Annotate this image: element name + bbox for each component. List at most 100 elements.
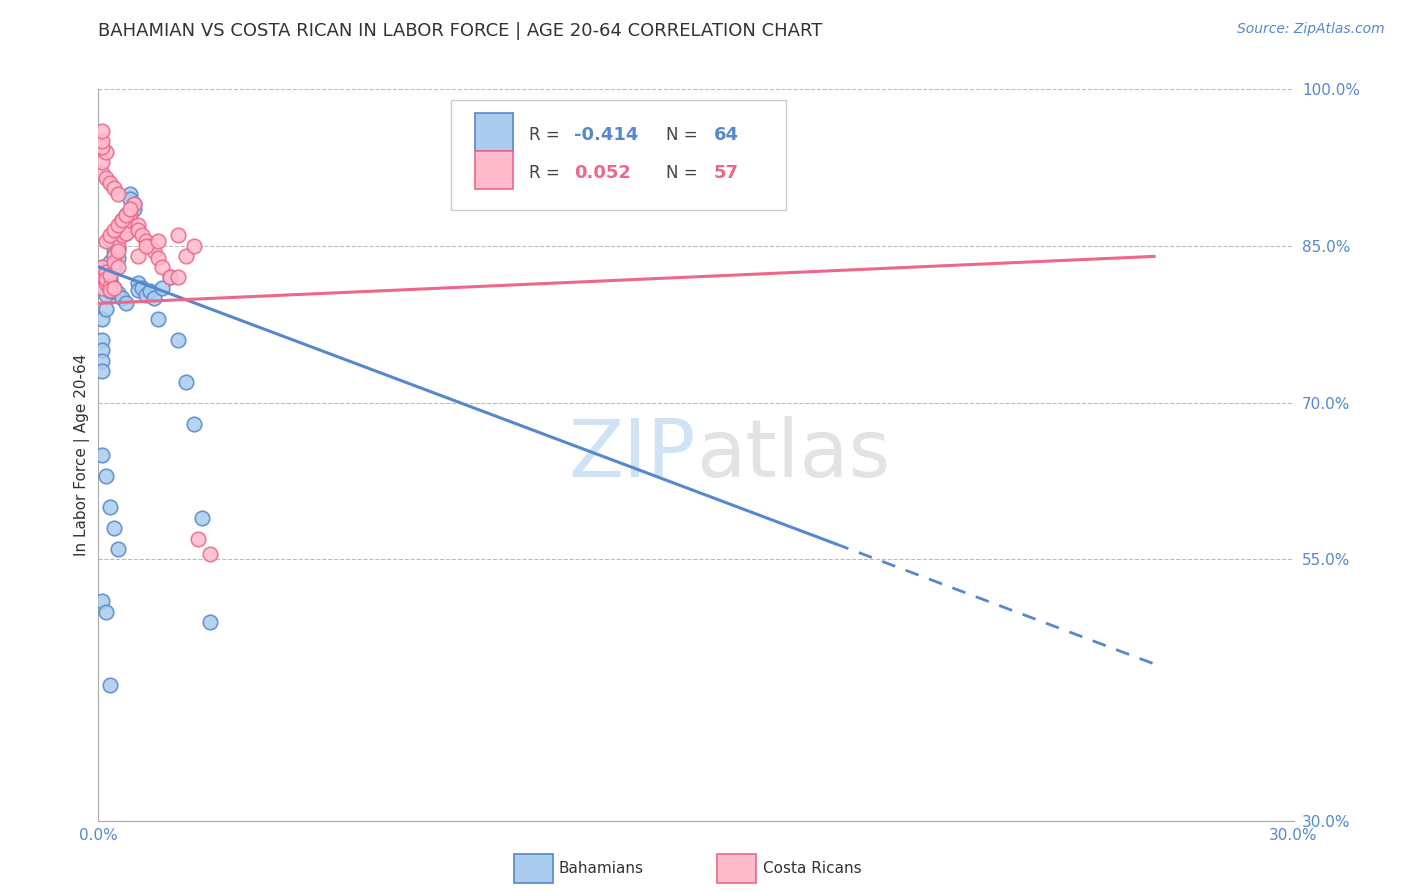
Point — [100, 500, 122, 515]
Point — [96, 145, 118, 159]
Point — [111, 218, 134, 232]
Point — [96, 272, 118, 286]
Point — [183, 417, 205, 431]
Point — [115, 227, 138, 241]
Point — [198, 615, 221, 629]
Point — [96, 276, 118, 290]
Point — [111, 291, 134, 305]
Point — [96, 265, 118, 279]
Point — [91, 364, 114, 378]
Point — [107, 230, 129, 244]
Point — [107, 541, 129, 556]
Point — [91, 135, 114, 149]
FancyBboxPatch shape — [717, 854, 756, 883]
Point — [103, 281, 125, 295]
Point — [139, 284, 162, 298]
Point — [139, 239, 162, 253]
Point — [96, 301, 118, 316]
Point — [91, 354, 114, 368]
Point — [115, 208, 138, 222]
Point — [96, 468, 118, 483]
Point — [91, 166, 114, 180]
Point — [103, 244, 125, 259]
Point — [100, 254, 122, 268]
Point — [148, 252, 170, 266]
Point — [148, 312, 170, 326]
Point — [100, 275, 122, 289]
Point — [91, 155, 114, 169]
Point — [115, 220, 138, 235]
Point — [135, 234, 157, 248]
FancyBboxPatch shape — [451, 100, 786, 210]
Point — [191, 510, 214, 524]
Text: 57: 57 — [714, 164, 740, 182]
Point — [148, 234, 170, 248]
Point — [107, 260, 129, 274]
Point — [127, 223, 149, 237]
Point — [198, 547, 221, 561]
FancyBboxPatch shape — [515, 854, 553, 883]
Point — [91, 343, 114, 358]
Point — [143, 244, 166, 259]
Point — [127, 249, 149, 263]
Text: N =: N = — [666, 127, 703, 145]
Point — [120, 208, 142, 222]
Point — [91, 333, 114, 347]
Point — [96, 265, 118, 279]
Point — [91, 139, 114, 153]
Point — [103, 223, 125, 237]
Point — [150, 281, 173, 295]
Point — [96, 605, 118, 619]
Point — [103, 239, 125, 253]
Point — [100, 176, 122, 190]
Point — [91, 594, 114, 608]
Point — [124, 202, 146, 217]
Point — [100, 278, 122, 293]
Point — [135, 288, 157, 302]
Point — [91, 281, 114, 295]
Point — [127, 218, 149, 232]
Point — [183, 239, 205, 253]
Point — [111, 212, 134, 227]
Point — [103, 281, 125, 295]
Point — [96, 276, 118, 290]
Point — [91, 270, 114, 285]
Point — [103, 260, 125, 274]
Point — [107, 252, 129, 266]
Point — [131, 281, 153, 295]
Point — [103, 249, 125, 263]
Text: N =: N = — [666, 164, 703, 182]
Text: Costa Ricans: Costa Ricans — [763, 861, 862, 876]
Point — [96, 288, 118, 302]
Point — [127, 283, 149, 297]
Point — [96, 272, 118, 286]
Point — [91, 260, 114, 274]
Point — [100, 268, 122, 283]
Text: R =: R = — [529, 164, 569, 182]
Point — [127, 276, 149, 290]
Point — [187, 532, 209, 546]
Text: R =: R = — [529, 127, 565, 145]
Text: Source: ZipAtlas.com: Source: ZipAtlas.com — [1237, 22, 1385, 37]
Point — [100, 228, 122, 243]
Point — [120, 212, 142, 227]
Point — [159, 270, 181, 285]
Point — [167, 228, 190, 243]
Text: ZIP: ZIP — [568, 416, 696, 494]
Point — [91, 124, 114, 138]
FancyBboxPatch shape — [475, 152, 513, 189]
Point — [107, 218, 129, 232]
Point — [100, 283, 122, 297]
Point — [124, 197, 146, 211]
Point — [131, 228, 153, 243]
Point — [91, 260, 114, 274]
Point — [100, 270, 122, 285]
Point — [107, 241, 129, 255]
Point — [91, 270, 114, 285]
Point — [91, 281, 114, 295]
Point — [103, 254, 125, 268]
Text: -0.414: -0.414 — [574, 127, 638, 145]
Point — [103, 249, 125, 263]
Point — [124, 197, 146, 211]
Point — [120, 202, 142, 217]
